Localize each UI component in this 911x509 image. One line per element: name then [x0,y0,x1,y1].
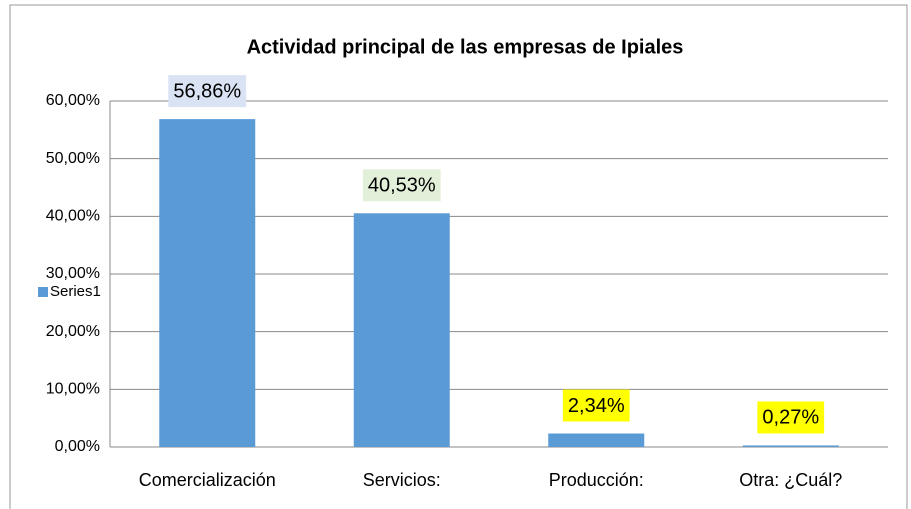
value-label-bg [562,389,630,422]
value-label: 0,27% [762,407,819,429]
y-tick-label: 30,00% [46,265,100,282]
value-label-bg [757,401,825,434]
bar [353,213,450,447]
value-label-bg [362,169,441,202]
y-tick-label: 20,00% [46,323,100,340]
chart-title: Actividad principal de las empresas de I… [247,36,684,58]
legend-marker [38,287,48,297]
bar [548,433,645,447]
value-label: 40,53% [368,175,436,197]
chart-border [9,4,908,509]
x-tick-label: Otra: ¿Cuál? [739,470,842,490]
legend-label: Series1 [50,283,101,300]
value-label: 2,34% [568,395,625,417]
x-tick-label: Comercialización [139,470,276,490]
x-tick-label: Servicios: [363,470,441,490]
bar [159,119,256,447]
y-tick-label: 0,00% [55,438,100,455]
y-tick-label: 50,00% [46,150,100,167]
value-label: 56,86% [173,80,241,102]
x-tick-label: Producción: [549,470,644,490]
y-tick-label: 60,00% [46,92,100,109]
y-tick-label: 40,00% [46,208,100,225]
bar [742,445,839,447]
y-tick-label: 10,00% [46,381,100,398]
value-label-bg [168,75,247,108]
